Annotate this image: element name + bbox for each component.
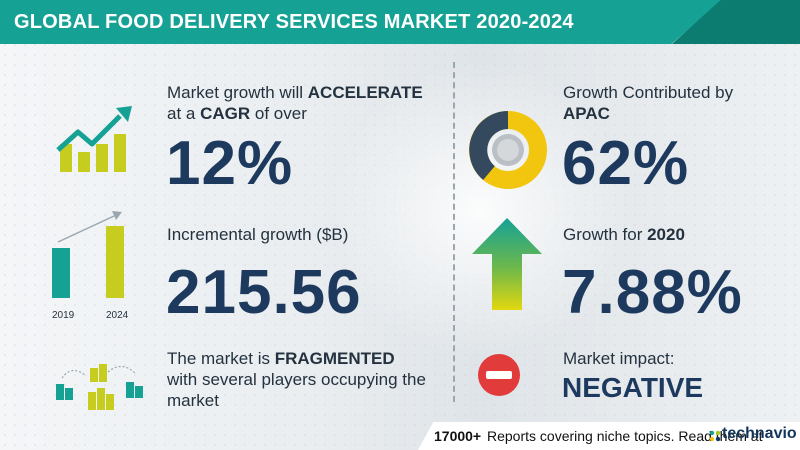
impact-label: Market impact: bbox=[563, 349, 675, 368]
center-divider bbox=[453, 62, 455, 402]
background-glow bbox=[330, 60, 630, 360]
header-banner bbox=[0, 0, 722, 44]
incremental-label: Incremental growth ($B) bbox=[167, 225, 349, 244]
growth-chart-icon bbox=[56, 106, 132, 172]
donut-chart-icon bbox=[469, 111, 547, 189]
cagr-label: Market growth will ACCELERATE at a CAGR … bbox=[167, 83, 423, 123]
impact-value: NEGATIVE bbox=[562, 372, 704, 403]
negative-minus-icon bbox=[478, 354, 520, 396]
incremental-value: 215.56 bbox=[166, 258, 362, 327]
apac-value: 62% bbox=[562, 129, 690, 198]
cagr-value: 12% bbox=[166, 129, 294, 198]
brand-link[interactable]: technavio bbox=[722, 425, 797, 442]
bar-comparison-icon bbox=[52, 211, 124, 298]
market-players-icon bbox=[56, 364, 143, 410]
fragmented-label: The market is FRAGMENTED with several pl… bbox=[167, 349, 426, 410]
growth-2020-value: 7.88% bbox=[562, 258, 743, 327]
footer-bar bbox=[418, 422, 800, 450]
growth-2020-label: Growth for 2020 bbox=[563, 225, 685, 244]
technavio-logo-icon bbox=[709, 430, 721, 442]
up-arrow-icon bbox=[472, 218, 542, 310]
year-end-label: 2024 bbox=[106, 310, 129, 321]
year-start-label: 2019 bbox=[52, 310, 75, 321]
footer-text: Reports covering niche topics. Read them… bbox=[487, 428, 763, 444]
page-title: GLOBAL FOOD DELIVERY SERVICES MARKET 202… bbox=[14, 11, 574, 33]
report-count: 17000+ bbox=[434, 428, 482, 444]
apac-label: Growth Contributed by APAC bbox=[563, 83, 734, 123]
